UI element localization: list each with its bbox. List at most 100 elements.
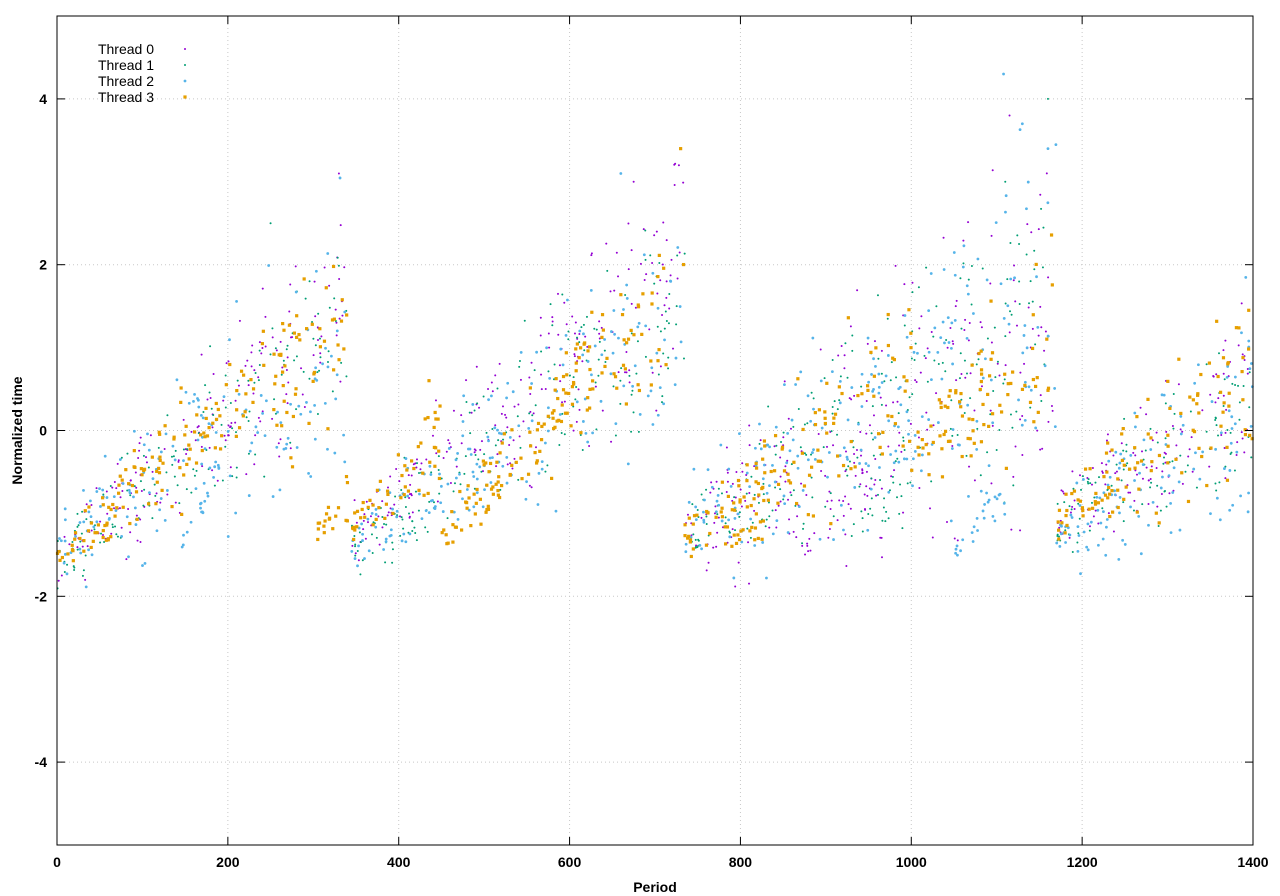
- data-point: [278, 488, 282, 492]
- data-point: [780, 445, 785, 449]
- data-point: [259, 394, 263, 397]
- data-point: [746, 527, 749, 530]
- data-point: [383, 516, 387, 520]
- data-point: [1226, 362, 1230, 366]
- data-point: [103, 454, 107, 458]
- data-point: [95, 490, 99, 493]
- data-point: [513, 457, 516, 460]
- data-point: [630, 302, 633, 305]
- data-point: [1094, 491, 1098, 496]
- data-point: [422, 493, 426, 497]
- data-point: [1090, 501, 1093, 504]
- data-point: [872, 387, 875, 391]
- data-point: [1139, 552, 1143, 556]
- data-point: [1039, 193, 1042, 196]
- data-point: [155, 492, 158, 495]
- data-point: [1205, 430, 1208, 433]
- data-point: [356, 550, 359, 553]
- data-point: [254, 425, 258, 429]
- data-point: [289, 283, 292, 286]
- data-point: [1166, 461, 1170, 465]
- data-point: [790, 494, 793, 497]
- data-point: [1023, 324, 1027, 327]
- data-point: [651, 371, 654, 374]
- data-point: [985, 278, 989, 282]
- data-point: [273, 382, 277, 386]
- data-point: [1238, 401, 1241, 404]
- data-point: [195, 469, 198, 472]
- data-point: [543, 441, 547, 445]
- data-point: [576, 336, 579, 339]
- data-point: [101, 528, 105, 533]
- data-point: [917, 436, 920, 439]
- data-point: [320, 335, 323, 338]
- data-point: [1150, 465, 1153, 468]
- data-point: [224, 406, 227, 409]
- data-point: [905, 457, 909, 461]
- data-point: [603, 364, 607, 369]
- data-point: [224, 439, 227, 442]
- data-point: [1122, 501, 1125, 504]
- data-point: [1135, 510, 1139, 514]
- data-point: [440, 477, 443, 480]
- data-point: [433, 410, 437, 415]
- data-point: [605, 356, 609, 360]
- data-point: [1006, 393, 1010, 397]
- data-point: [528, 386, 532, 390]
- data-point: [861, 530, 864, 533]
- data-point: [1037, 334, 1040, 337]
- data-point: [727, 467, 731, 471]
- data-point: [979, 349, 983, 353]
- data-point: [302, 370, 305, 373]
- data-point: [1222, 394, 1225, 397]
- data-point: [697, 539, 700, 542]
- data-point: [1230, 427, 1234, 430]
- data-point: [1015, 324, 1018, 327]
- data-point: [244, 392, 248, 396]
- data-point: [991, 514, 995, 518]
- data-point: [802, 522, 805, 525]
- data-point: [118, 474, 122, 478]
- data-point: [261, 412, 264, 415]
- data-point: [498, 362, 501, 365]
- data-point: [553, 388, 557, 392]
- data-point: [286, 344, 289, 347]
- data-point: [217, 467, 221, 470]
- data-point: [911, 393, 914, 396]
- data-point: [954, 547, 958, 551]
- data-point: [1031, 377, 1035, 382]
- data-point: [1243, 451, 1246, 454]
- data-point: [159, 497, 163, 500]
- data-point: [637, 321, 641, 325]
- data-point: [250, 441, 254, 445]
- data-point: [436, 417, 440, 421]
- data-point: [803, 452, 806, 455]
- data-point: [539, 334, 542, 337]
- data-point: [411, 511, 414, 514]
- data-point: [1078, 517, 1081, 520]
- data-point: [84, 554, 87, 557]
- data-point: [161, 461, 165, 465]
- data-point: [1168, 406, 1172, 410]
- data-point: [657, 253, 661, 257]
- data-point: [384, 561, 387, 564]
- data-point: [1078, 504, 1082, 507]
- data-point: [79, 540, 82, 543]
- data-point: [880, 349, 883, 352]
- data-point: [866, 342, 869, 345]
- data-point: [199, 433, 203, 437]
- data-point: [450, 510, 454, 514]
- data-point: [1201, 450, 1205, 454]
- data-point: [89, 521, 94, 525]
- data-point: [87, 510, 91, 514]
- data-point: [998, 492, 1002, 496]
- data-point: [963, 412, 966, 415]
- data-point: [326, 365, 330, 369]
- data-point: [1116, 488, 1120, 492]
- data-point: [353, 535, 356, 538]
- data-point: [395, 515, 399, 519]
- data-point: [536, 503, 540, 506]
- data-point: [838, 401, 842, 405]
- data-point: [337, 358, 341, 362]
- data-point: [134, 490, 139, 494]
